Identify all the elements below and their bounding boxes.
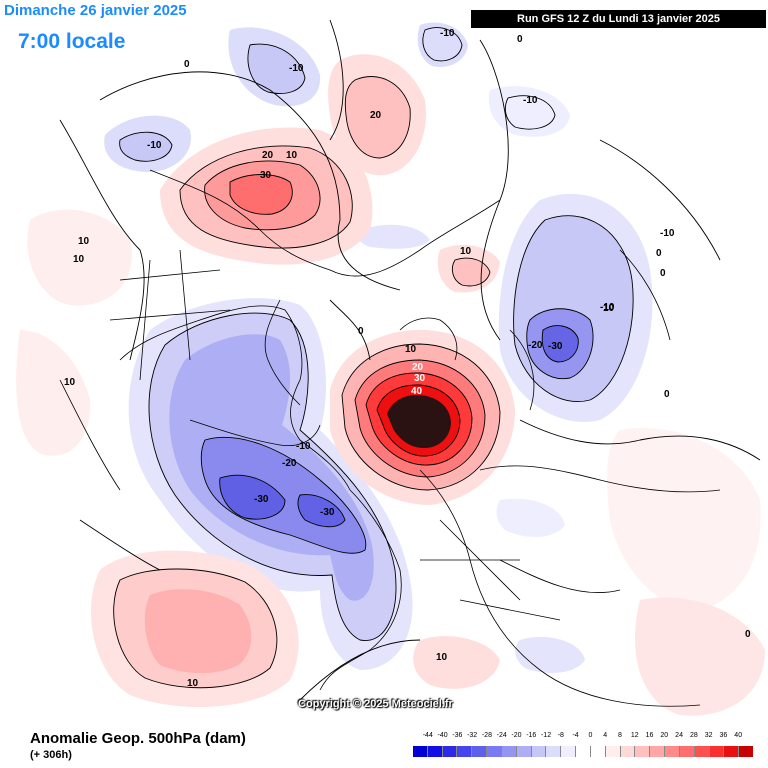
contour-label: 0 <box>656 248 662 259</box>
contour-label: 10 <box>73 254 85 265</box>
contour-label: 0 <box>660 268 666 279</box>
contour-label: 0 <box>517 34 523 45</box>
contour-label: -30 <box>548 341 563 352</box>
legend-swatch <box>620 746 636 757</box>
contour-label: 30 <box>260 170 272 181</box>
contour-label: 10 <box>286 150 298 161</box>
contour-label: 0 <box>184 59 190 70</box>
legend-swatch <box>531 746 547 757</box>
legend-swatch <box>605 746 621 757</box>
legend-swatch <box>709 746 725 757</box>
forecast-time: 7:00 locale <box>18 30 126 53</box>
anomaly-map: -10 -10 -10 -10 0 0 20 20 10 30 10 10 10… <box>16 19 765 716</box>
footer: Anomalie Geop. 500hPa (dam) (+ 306h) -44… <box>0 728 768 768</box>
contour-label: 10 <box>460 246 472 257</box>
product-title: Anomalie Geop. 500hPa (dam) <box>30 730 246 747</box>
contour-label: -10 <box>289 63 304 74</box>
positive-anomaly-minor <box>16 209 765 716</box>
contour-label: -20 <box>528 340 543 351</box>
lead-time: (+ 306h) <box>30 749 72 761</box>
legend-tick-label: -16 <box>526 732 537 739</box>
legend-swatch <box>501 746 517 757</box>
negative-anomaly-americas <box>128 298 413 670</box>
legend-tick-label: 40 <box>734 732 743 739</box>
legend-swatch <box>739 746 754 757</box>
legend-swatch <box>546 746 562 757</box>
legend-tick-label: 36 <box>719 732 728 739</box>
legend-tick-label: 0 <box>588 732 593 739</box>
legend-labels: -44 -40 -36 -32 -28 -24 -20 -16 -12 -8 -4 0 4 8 12 16 20… <box>413 732 753 744</box>
legend-swatch <box>679 746 695 757</box>
contour-label: -30 <box>320 507 335 518</box>
legend-tick-label: -8 <box>557 732 564 739</box>
contour-label: 10 <box>436 652 448 663</box>
contour-label: -30 <box>254 494 269 505</box>
contour-label: 20 <box>262 150 274 161</box>
legend-swatch <box>590 746 606 757</box>
contour-label: 0 <box>664 389 670 400</box>
legend-swatch <box>487 746 502 757</box>
legend-tick-label: 4 <box>603 732 608 739</box>
contour-label: -10 <box>600 302 615 313</box>
legend-tick-label: -40 <box>437 732 448 739</box>
legend-swatch <box>576 746 591 757</box>
contour-label: -10 <box>660 228 675 239</box>
contour-label: 10 <box>405 344 417 355</box>
contour-label: 20 <box>412 362 424 373</box>
coastlines <box>59 169 721 707</box>
legend-swatch <box>650 746 666 757</box>
legend-tick-label: -36 <box>452 732 463 739</box>
legend-tick-label: -32 <box>467 732 478 739</box>
negative-anomaly-siberia <box>498 193 653 422</box>
contour-label: 40 <box>411 386 423 397</box>
color-legend: -44 -40 -36 -32 -28 -24 -20 -16 -12 -8 -4 0 4 8 12 16 20… <box>413 732 754 766</box>
run-banner: Run GFS 12 Z du Lundi 13 janvier 2025 <box>471 10 766 28</box>
legend-tick-label: -12 <box>540 732 552 739</box>
legend-swatch <box>442 746 458 757</box>
contour-label: 10 <box>603 303 615 314</box>
contour-label: 10 <box>64 377 76 388</box>
contour-label: 10 <box>78 236 90 247</box>
contour-label: -10 <box>523 95 538 106</box>
legend-swatch <box>635 746 651 757</box>
positive-anomaly-atlantic <box>91 550 299 707</box>
legend-swatch <box>724 746 740 757</box>
positive-anomaly-europe <box>330 330 515 505</box>
contour-label: 30 <box>414 373 426 384</box>
contour-label: 0 <box>745 629 751 640</box>
contour-label: -10 <box>147 140 162 151</box>
contour-label: -10 <box>296 441 311 452</box>
legend-tick-label: -24 <box>496 732 507 739</box>
legend-tick-label: -20 <box>511 732 522 739</box>
contour-label: 20 <box>370 110 382 121</box>
legend-swatch <box>427 746 443 757</box>
contour-label: -20 <box>282 458 297 469</box>
contour-label: 10 <box>187 678 199 689</box>
legend-tick-label: -28 <box>481 732 492 739</box>
contour-label: -10 <box>440 28 455 39</box>
copyright: Copyright © 2025 Meteociel.fr <box>298 698 453 710</box>
legend-tick-label: 8 <box>618 732 622 739</box>
legend-swatch <box>665 746 680 757</box>
forecast-date: Dimanche 26 janvier 2025 <box>4 2 187 19</box>
contour-labels: -10 -10 -10 -10 0 0 20 20 10 30 10 10 10… <box>64 28 751 689</box>
legend-tick-label: 20 <box>660 732 669 739</box>
anomaly-contours <box>59 19 761 701</box>
legend-swatch <box>413 746 428 757</box>
legend-tick-label: 16 <box>645 732 654 739</box>
legend-swatch <box>516 746 532 757</box>
contour-label: 0 <box>358 326 364 337</box>
legend-tick-label: 32 <box>704 732 713 739</box>
legend-tick-label: -4 <box>572 732 579 739</box>
legend-tick-label: 24 <box>675 732 683 739</box>
legend-tick-label: 12 <box>630 732 639 739</box>
legend-swatch <box>694 746 710 757</box>
legend-tick-label: 28 <box>689 732 698 739</box>
legend-swatch <box>457 746 473 757</box>
legend-tick-label: -44 <box>422 732 433 739</box>
legend-swatch <box>561 746 577 757</box>
legend-swatch <box>472 746 488 757</box>
legend-bar <box>413 746 754 757</box>
